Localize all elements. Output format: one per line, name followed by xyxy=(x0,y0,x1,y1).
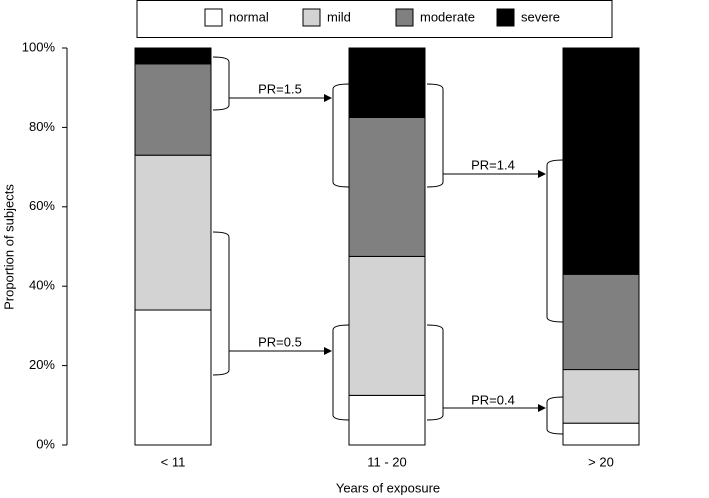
bar-segment xyxy=(348,394,426,446)
bar-segment xyxy=(562,47,640,275)
legend-label: severe xyxy=(521,9,560,24)
legend-label: mild xyxy=(327,9,351,24)
annotation: PR=1.4 xyxy=(471,157,515,172)
bar-segment xyxy=(134,63,212,156)
legend-swatch xyxy=(395,8,414,27)
y-tick-label: 40% xyxy=(29,278,55,293)
legend-label: normal xyxy=(229,9,269,24)
y-tick-label: 100% xyxy=(22,39,56,54)
annotation: PR=0.5 xyxy=(258,334,302,349)
brackets xyxy=(212,56,564,435)
y-tick-label: 20% xyxy=(29,357,55,372)
y-tick-label: 60% xyxy=(29,198,55,213)
legend-label: moderate xyxy=(420,9,475,24)
bar-segment xyxy=(348,116,426,257)
legend-swatch xyxy=(302,8,321,27)
x-axis-label: Years of exposure xyxy=(336,480,440,495)
bar-segment xyxy=(348,47,426,118)
y-axis-label: Proportion of subjects xyxy=(1,184,16,310)
bar-segment xyxy=(134,309,212,446)
x-tick-label: 11 - 20 xyxy=(367,454,407,469)
bar-segment xyxy=(134,154,212,311)
bar-segment xyxy=(562,273,640,371)
legend-swatch xyxy=(496,8,515,27)
bar-segment xyxy=(134,47,212,65)
bar-segment xyxy=(562,369,640,424)
y-tick-label: 80% xyxy=(29,119,55,134)
y-tick-label: 0% xyxy=(36,436,55,451)
bar-segment xyxy=(562,422,640,446)
x-tick-label: > 20 xyxy=(588,454,614,469)
bar-segment xyxy=(348,255,426,396)
legend-swatch xyxy=(204,8,223,27)
annotation: PR=0.4 xyxy=(471,392,515,407)
annotation: PR=1.5 xyxy=(258,81,302,96)
x-tick-label: < 11 xyxy=(161,454,186,469)
